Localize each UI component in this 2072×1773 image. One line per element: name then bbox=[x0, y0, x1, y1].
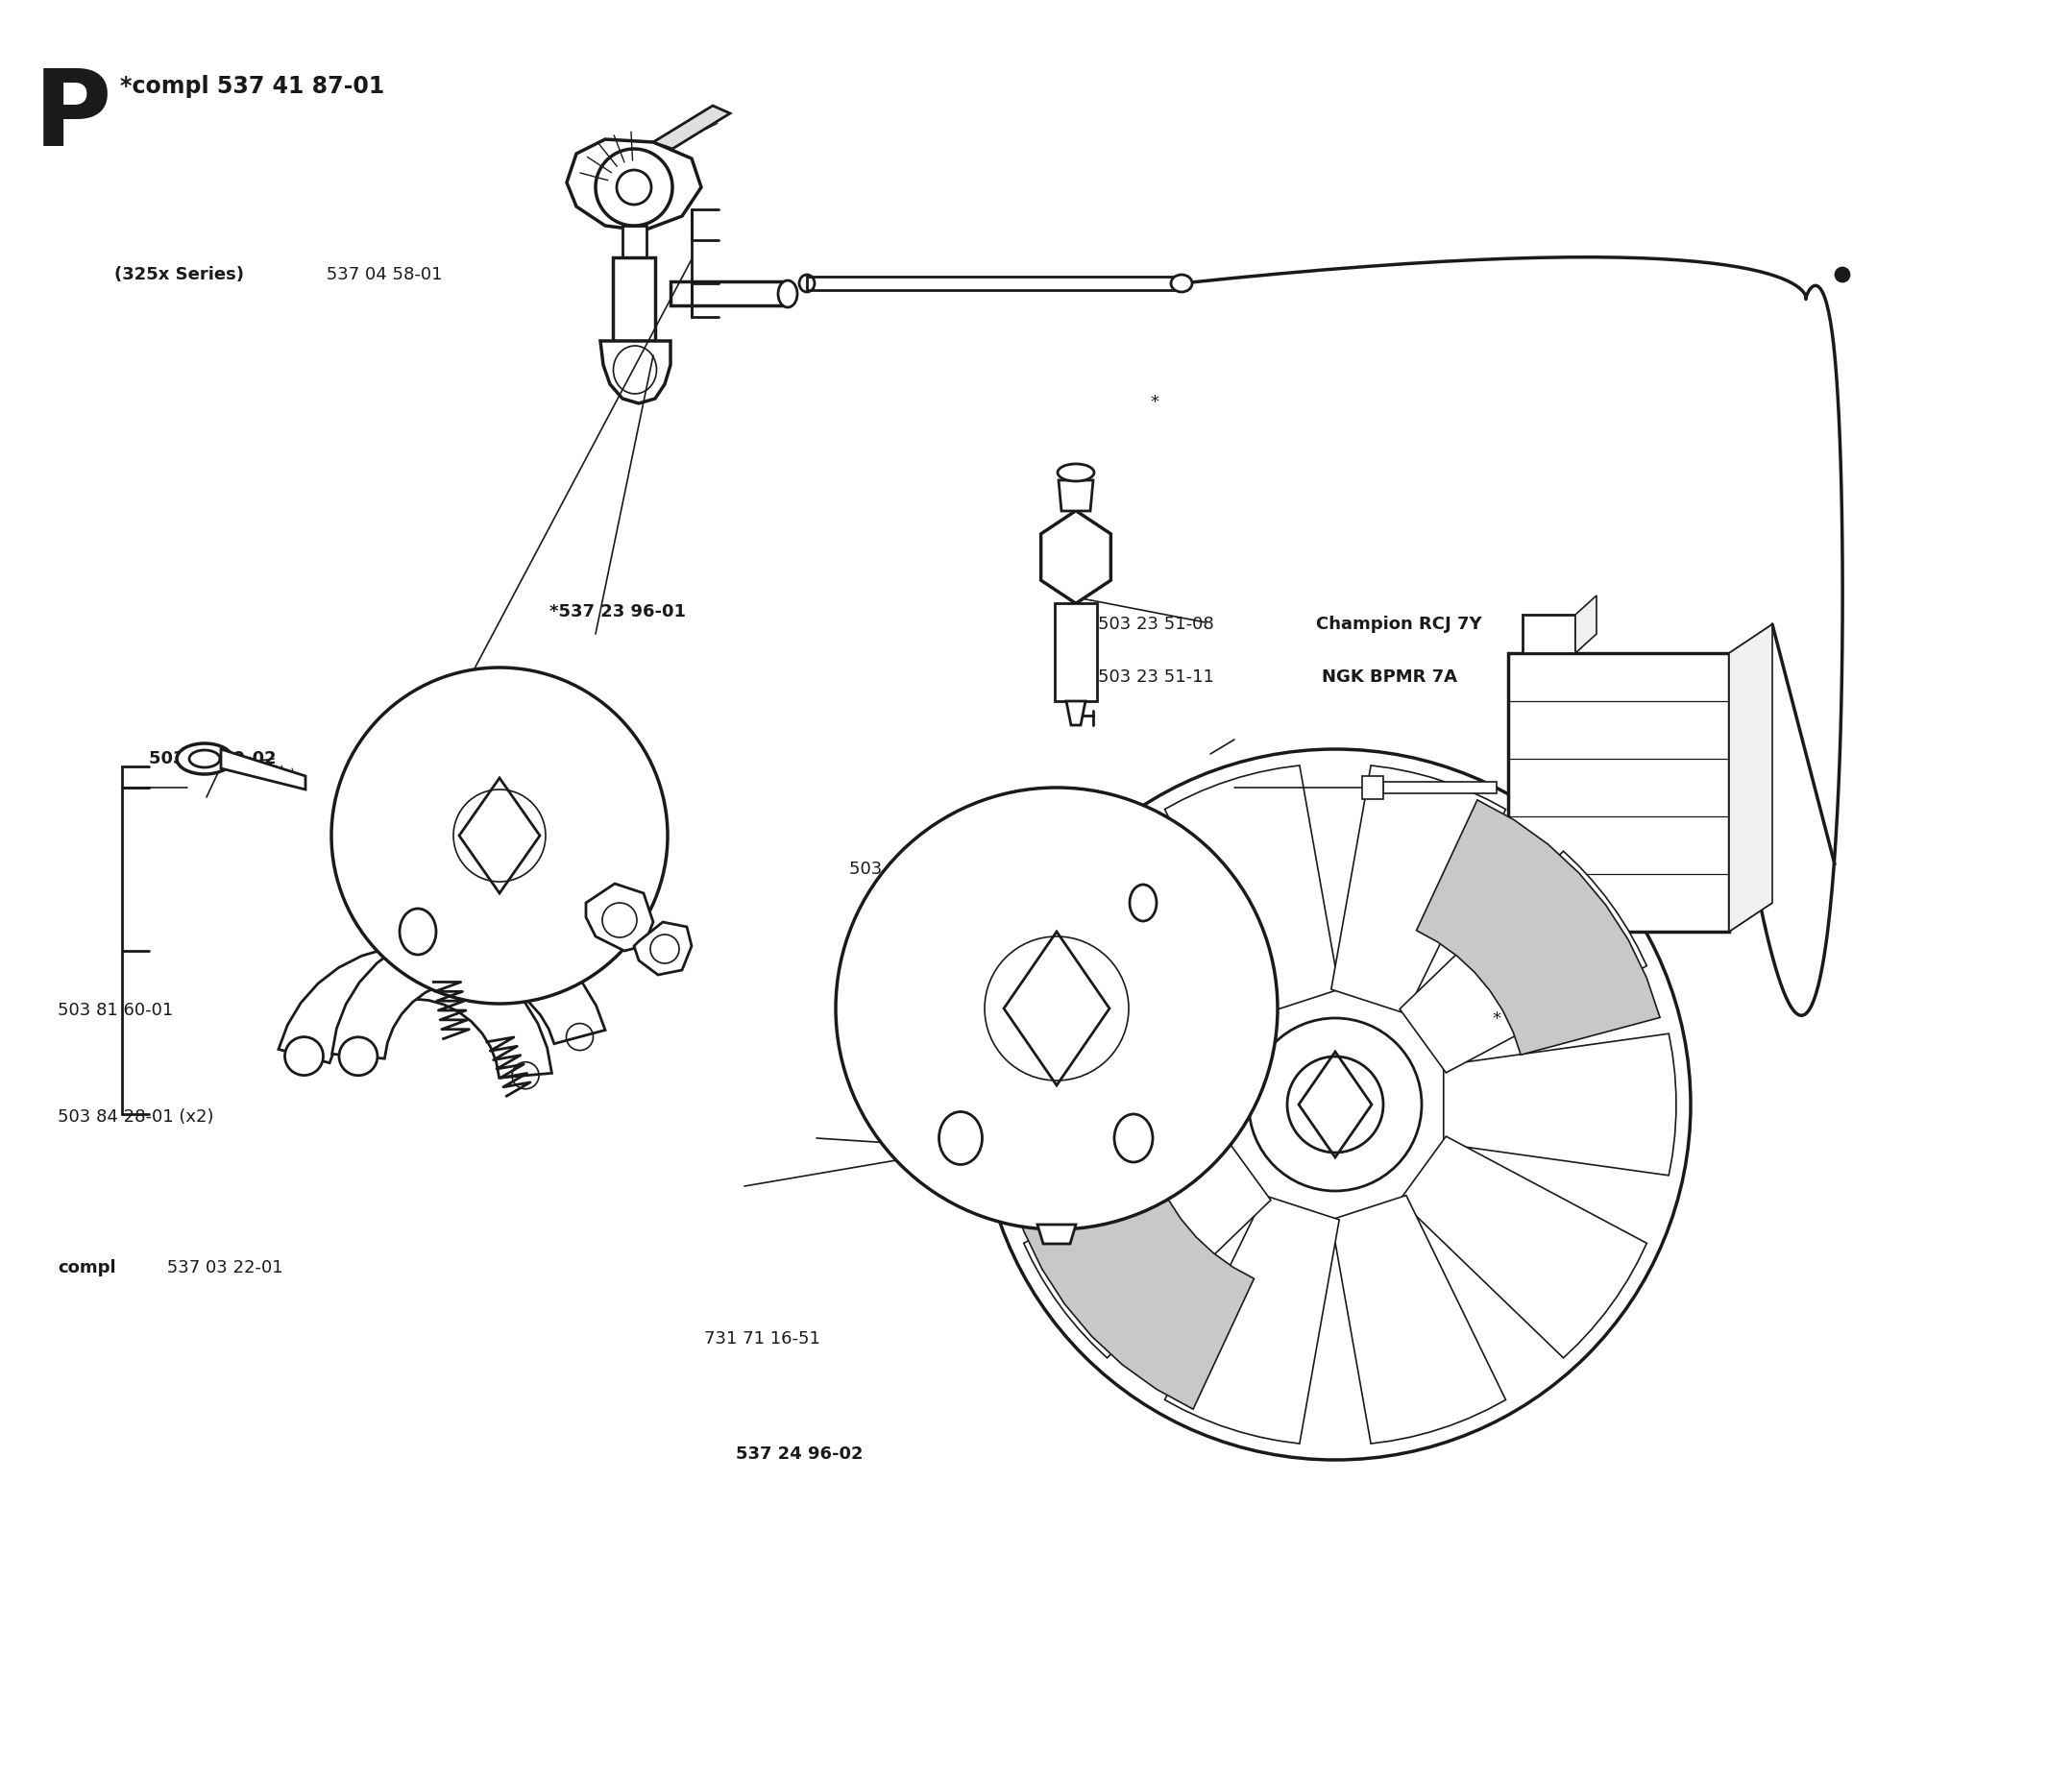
Text: 537 04 68-01: 537 04 68-01 bbox=[901, 1002, 1017, 1019]
Text: Champion RCJ 7Y: Champion RCJ 7Y bbox=[1316, 615, 1481, 633]
Ellipse shape bbox=[939, 1112, 982, 1165]
Polygon shape bbox=[1444, 1034, 1676, 1175]
Polygon shape bbox=[634, 922, 692, 975]
Text: 503 23 51-08: 503 23 51-08 bbox=[1098, 615, 1220, 633]
Polygon shape bbox=[1040, 511, 1111, 603]
Polygon shape bbox=[1575, 596, 1598, 652]
Ellipse shape bbox=[779, 280, 798, 307]
Polygon shape bbox=[1571, 913, 1591, 970]
Polygon shape bbox=[1585, 956, 1604, 1014]
Polygon shape bbox=[1011, 1154, 1254, 1410]
Polygon shape bbox=[1059, 480, 1094, 511]
Text: P: P bbox=[33, 66, 112, 168]
Text: 731 71 16-51: 731 71 16-51 bbox=[704, 1330, 821, 1347]
Text: (325x Series): (325x Series) bbox=[114, 266, 244, 284]
Polygon shape bbox=[613, 257, 655, 340]
Polygon shape bbox=[1024, 851, 1270, 1073]
Text: 503 84 28-01 (x2): 503 84 28-01 (x2) bbox=[58, 1108, 213, 1126]
Circle shape bbox=[980, 750, 1691, 1459]
Text: 503 84 29-02: 503 84 29-02 bbox=[149, 750, 276, 768]
Polygon shape bbox=[1361, 777, 1384, 800]
Ellipse shape bbox=[1171, 275, 1191, 293]
Text: 503 23 51-11: 503 23 51-11 bbox=[1098, 668, 1220, 686]
Ellipse shape bbox=[1115, 1113, 1152, 1161]
Text: *537 23 96-01: *537 23 96-01 bbox=[549, 603, 686, 621]
Polygon shape bbox=[1055, 603, 1096, 700]
Text: ): ) bbox=[1146, 860, 1152, 878]
Polygon shape bbox=[586, 883, 653, 950]
Circle shape bbox=[835, 787, 1278, 1229]
Polygon shape bbox=[1401, 1136, 1647, 1358]
Text: 537 03 22-01: 537 03 22-01 bbox=[162, 1259, 284, 1277]
Text: 503 21 71-16 (: 503 21 71-16 ( bbox=[850, 860, 978, 878]
Circle shape bbox=[340, 1037, 377, 1076]
Polygon shape bbox=[1330, 1195, 1506, 1443]
Text: *compl 537 41 87-01: *compl 537 41 87-01 bbox=[120, 74, 385, 98]
Polygon shape bbox=[1508, 652, 1728, 931]
Text: 537 04 67-01: 537 04 67-01 bbox=[425, 878, 541, 895]
Polygon shape bbox=[1067, 700, 1086, 725]
Polygon shape bbox=[806, 277, 1181, 291]
Text: NGK BPMR 7A: NGK BPMR 7A bbox=[1322, 668, 1457, 686]
Polygon shape bbox=[1024, 1136, 1270, 1358]
Polygon shape bbox=[601, 340, 671, 404]
Circle shape bbox=[1836, 268, 1848, 282]
Ellipse shape bbox=[176, 743, 232, 775]
Polygon shape bbox=[278, 947, 551, 1078]
Text: *: * bbox=[1492, 1011, 1500, 1028]
Polygon shape bbox=[222, 750, 305, 789]
Polygon shape bbox=[1417, 800, 1660, 1055]
Text: 503 81 60-01: 503 81 60-01 bbox=[58, 1002, 174, 1019]
Polygon shape bbox=[622, 225, 646, 257]
Circle shape bbox=[332, 667, 667, 1004]
Polygon shape bbox=[568, 140, 700, 230]
Polygon shape bbox=[1330, 766, 1506, 1014]
Polygon shape bbox=[1401, 851, 1647, 1073]
Text: 537 24 96-02: 537 24 96-02 bbox=[736, 1445, 862, 1463]
Polygon shape bbox=[653, 106, 729, 149]
Text: *: * bbox=[1150, 394, 1158, 411]
Text: x2: x2 bbox=[1082, 860, 1104, 878]
Polygon shape bbox=[1038, 1225, 1075, 1245]
Circle shape bbox=[1249, 1018, 1421, 1191]
Text: compl: compl bbox=[58, 1259, 116, 1277]
Polygon shape bbox=[1728, 624, 1772, 931]
Polygon shape bbox=[1384, 782, 1496, 793]
Polygon shape bbox=[1523, 931, 1571, 970]
Polygon shape bbox=[1537, 970, 1585, 1014]
Polygon shape bbox=[1523, 615, 1575, 652]
Polygon shape bbox=[995, 1034, 1227, 1175]
Polygon shape bbox=[1164, 766, 1339, 1014]
Circle shape bbox=[284, 1037, 323, 1074]
Ellipse shape bbox=[1057, 465, 1094, 480]
Polygon shape bbox=[671, 282, 787, 305]
Polygon shape bbox=[332, 927, 605, 1058]
Polygon shape bbox=[1164, 1195, 1339, 1443]
Text: 537 04 58-01: 537 04 58-01 bbox=[321, 266, 443, 284]
